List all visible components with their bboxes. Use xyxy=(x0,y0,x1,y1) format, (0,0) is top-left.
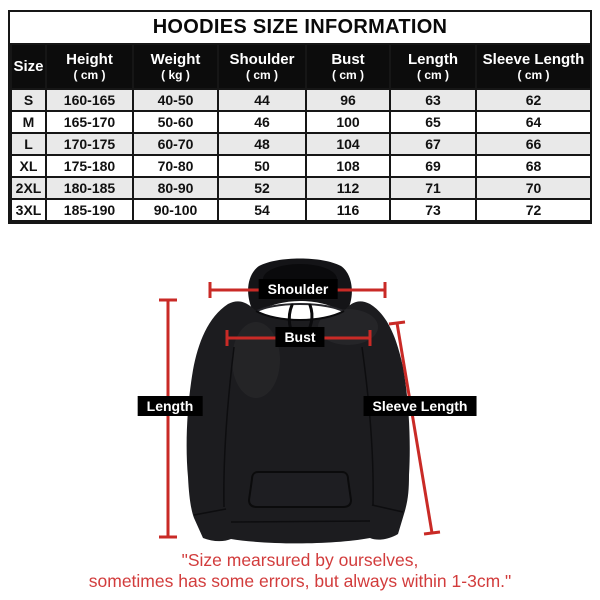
cell-sleeve: 70 xyxy=(475,176,592,200)
header-cell-size: Size xyxy=(10,43,47,90)
cell-height: 175-180 xyxy=(45,154,134,178)
table-row-xl: XL 175-180 70-80 50 108 69 68 xyxy=(10,154,592,178)
left-sleeve-seam xyxy=(223,346,235,508)
header-cell-length: Length( cm ) xyxy=(389,43,477,90)
cell-weight: 90-100 xyxy=(132,198,219,222)
sleeve-length-measure-line xyxy=(395,322,434,534)
caption-line-2: sometimes has some errors, but always wi… xyxy=(88,571,512,591)
header-cell-sleeve-length: Sleeve Length( cm ) xyxy=(475,43,592,90)
chest-highlight xyxy=(232,322,280,398)
cell-bust: 96 xyxy=(305,88,391,112)
cell-shoulder: 48 xyxy=(217,132,307,156)
cell-length: 73 xyxy=(389,198,477,222)
cell-weight: 70-80 xyxy=(132,154,219,178)
size-chart-table: Size Height( cm ) Weight( kg ) Shoulder(… xyxy=(10,43,592,222)
cell-bust: 112 xyxy=(305,176,391,200)
cell-sleeve: 66 xyxy=(475,132,592,156)
cell-bust: 108 xyxy=(305,154,391,178)
measurement-disclaimer: "Size mearsured by ourselves, sometimes … xyxy=(0,550,600,592)
cell-height: 160-165 xyxy=(45,88,134,112)
cell-weight: 50-60 xyxy=(132,110,219,134)
cell-length: 69 xyxy=(389,154,477,178)
table-row-m: M 165-170 50-60 46 100 65 64 xyxy=(10,110,592,134)
length-label: Length xyxy=(137,396,203,416)
sleeve-length-cap-top xyxy=(388,320,406,326)
cell-length: 63 xyxy=(389,88,477,112)
cell-weight: 40-50 xyxy=(132,88,219,112)
cell-bust: 116 xyxy=(305,198,391,222)
hoodie-diagram: Shoulder Bust Length Sleeve Length xyxy=(0,255,600,550)
table-row-3xl: 3XL 185-190 90-100 54 116 73 72 xyxy=(10,198,592,222)
header-cell-height: Height( cm ) xyxy=(45,43,134,90)
cell-size: M xyxy=(10,110,47,134)
sleeve-length-label: Sleeve Length xyxy=(363,396,477,416)
hem-seam xyxy=(230,520,371,523)
shoulder-highlight xyxy=(318,309,378,345)
cell-shoulder: 54 xyxy=(217,198,307,222)
hood-front-fold xyxy=(253,303,347,314)
cell-height: 165-170 xyxy=(45,110,134,134)
right-sleeve-seam xyxy=(361,346,374,506)
cell-sleeve: 64 xyxy=(475,110,592,134)
cell-size: L xyxy=(10,132,47,156)
cell-shoulder: 46 xyxy=(217,110,307,134)
cell-size: 2XL xyxy=(10,176,47,200)
left-cuff-seam xyxy=(193,508,227,516)
table-row-s: S 160-165 40-50 44 96 63 62 xyxy=(10,88,592,112)
header-row: Size Height( cm ) Weight( kg ) Shoulder(… xyxy=(10,43,592,90)
cell-size: S xyxy=(10,88,47,112)
hoodie-pocket xyxy=(247,471,353,508)
caption-line-1: "Size mearsured by ourselves, xyxy=(181,550,419,570)
cell-size: 3XL xyxy=(10,198,47,222)
cell-size: XL xyxy=(10,154,47,178)
header-cell-weight: Weight( kg ) xyxy=(132,43,219,90)
cell-sleeve: 72 xyxy=(475,198,592,222)
hoodie-illustration xyxy=(159,258,441,544)
header-cell-shoulder: Shoulder( cm ) xyxy=(217,43,307,90)
header-cell-bust: Bust( cm ) xyxy=(305,43,391,90)
cell-sleeve: 62 xyxy=(475,88,592,112)
cell-shoulder: 52 xyxy=(217,176,307,200)
shoulder-label: Shoulder xyxy=(258,279,338,299)
bust-label: Bust xyxy=(275,327,325,347)
cell-length: 65 xyxy=(389,110,477,134)
size-table-panel: HOODIES SIZE INFORMATION Size Height( cm… xyxy=(8,10,592,224)
cell-weight: 60-70 xyxy=(132,132,219,156)
cell-shoulder: 50 xyxy=(217,154,307,178)
cell-bust: 104 xyxy=(305,132,391,156)
cell-height: 185-190 xyxy=(45,198,134,222)
cell-weight: 80-90 xyxy=(132,176,219,200)
cell-height: 180-185 xyxy=(45,176,134,200)
page-title: HOODIES SIZE INFORMATION xyxy=(152,16,448,38)
right-cuff-seam xyxy=(371,504,404,513)
cell-shoulder: 44 xyxy=(217,88,307,112)
cell-length: 67 xyxy=(389,132,477,156)
collar-seam xyxy=(255,310,345,321)
sleeve-length-cap-bottom xyxy=(423,530,441,536)
cell-height: 170-175 xyxy=(45,132,134,156)
cell-sleeve: 68 xyxy=(475,154,592,178)
cell-length: 71 xyxy=(389,176,477,200)
table-row-2xl: 2XL 180-185 80-90 52 112 71 70 xyxy=(10,176,592,200)
cell-bust: 100 xyxy=(305,110,391,134)
hoodie-body xyxy=(186,301,410,544)
table-row-l: L 170-175 60-70 48 104 67 66 xyxy=(10,132,592,156)
